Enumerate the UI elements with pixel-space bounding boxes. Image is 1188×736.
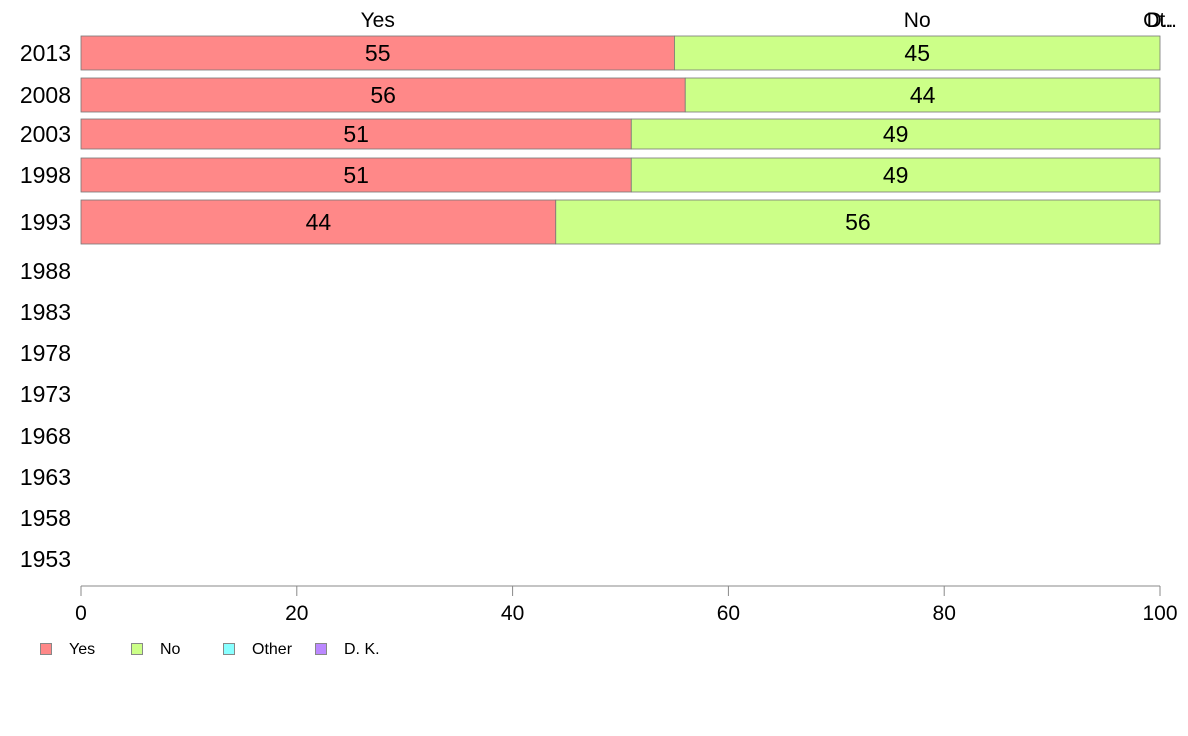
bar-value-label: 45 — [904, 40, 930, 66]
category-label: 1983 — [20, 299, 71, 325]
series-top-label: D.. — [1147, 9, 1174, 32]
x-tick-label: 0 — [75, 602, 87, 625]
bar-value-label: 49 — [883, 162, 909, 188]
legend-label-yes: Yes — [69, 641, 96, 658]
category-label: 1998 — [20, 162, 71, 188]
category-label: 2003 — [20, 121, 71, 147]
category-label: 1993 — [20, 209, 71, 235]
legend-label-no: No — [160, 641, 181, 658]
bar-value-label: 44 — [910, 82, 936, 108]
series-top-label: Yes — [361, 9, 395, 32]
category-label: 1958 — [20, 505, 71, 531]
bar-value-label: 56 — [845, 209, 871, 235]
legend-label-dk: D. K. — [344, 641, 380, 658]
category-label: 1978 — [20, 340, 71, 366]
legend-swatch-dk — [315, 643, 327, 655]
category-rows: 2013 2008 2003 1998 1993 1988 1983 1978 1973 1968… — [20, 40, 71, 572]
category-label: 2008 — [20, 82, 71, 108]
bar-value-label: 55 — [365, 40, 391, 66]
category-label: 2013 — [20, 40, 71, 66]
legend-swatch-other — [223, 643, 235, 655]
legend-swatch-yes — [40, 643, 52, 655]
bar-segment — [80, 118, 632, 150]
category-label: 1963 — [20, 464, 71, 490]
x-tick-label: 20 — [285, 602, 308, 625]
x-tick-label: 100 — [1142, 602, 1177, 625]
bar-segment — [630, 157, 1161, 193]
category-label: 1988 — [20, 258, 71, 284]
x-tick-label: 40 — [501, 602, 524, 625]
bar-segment — [674, 35, 1161, 71]
series-top-label: No — [904, 9, 931, 32]
bar-segment — [684, 77, 1161, 113]
category-label: 1973 — [20, 381, 71, 407]
bar-value-label: 44 — [306, 209, 332, 235]
series-top-label: Ot.. — [1143, 9, 1177, 32]
bar-value-label: 49 — [883, 121, 909, 147]
bar-segment — [555, 199, 1161, 245]
bar-segment — [80, 199, 557, 245]
x-axis: 0 20 40 60 80 100 — [75, 585, 1178, 625]
x-tick-label: 60 — [717, 602, 740, 625]
series-top-labels: Yes No Ot..D.. — [361, 9, 1177, 32]
category-label: 1953 — [20, 546, 71, 572]
bar-value-label: 51 — [343, 121, 369, 147]
legend-swatch-no — [131, 643, 143, 655]
bar-segment — [80, 157, 632, 193]
legend-label-other: Other — [252, 641, 293, 658]
bar-value-label: 51 — [343, 162, 369, 188]
bar-segment — [630, 118, 1161, 150]
category-label: 1968 — [20, 423, 71, 449]
bar-value-label: 56 — [370, 82, 396, 108]
x-tick-label: 80 — [933, 602, 956, 625]
